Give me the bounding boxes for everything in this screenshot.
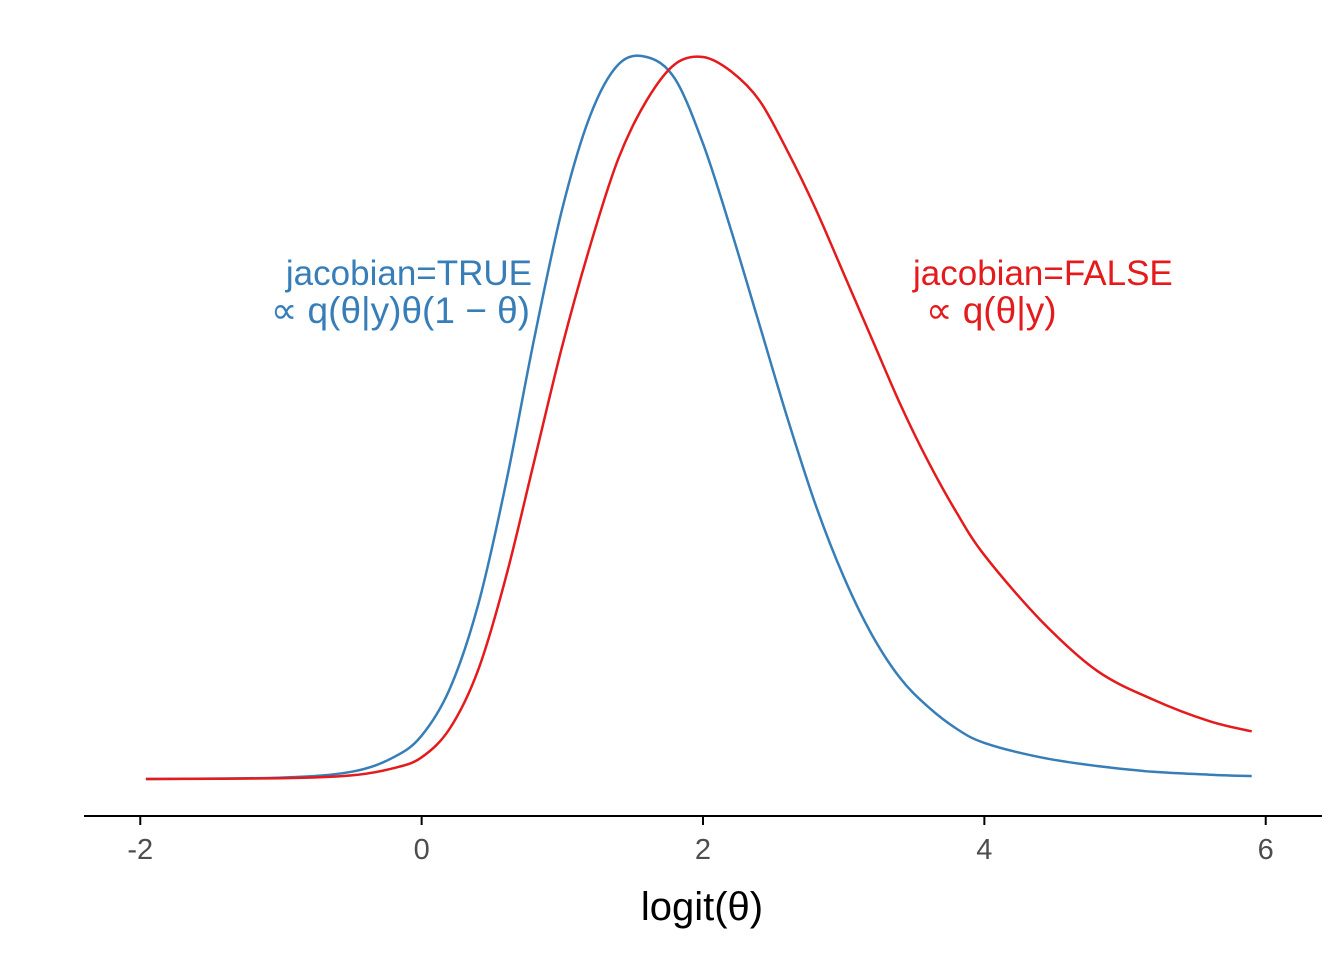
x-tick-label: 4 xyxy=(976,834,992,866)
x-tick-label: 0 xyxy=(414,834,430,866)
series-line-false xyxy=(145,55,1252,781)
plot-lines xyxy=(145,54,1252,781)
x-axis-title: logit(θ) xyxy=(641,885,763,929)
annotation-formula-true: ∝ q(θ|y)θ(1 − θ) xyxy=(271,290,530,331)
annotation-formula-false: ∝ q(θ|y) xyxy=(926,290,1057,331)
annotation-label-false: jacobian=FALSE xyxy=(912,254,1173,293)
x-tick-label: 6 xyxy=(1258,834,1274,866)
x-axis-ticks: -2 0 2 4 6 xyxy=(127,816,1274,866)
annotation-label-true: jacobian=TRUE xyxy=(285,254,532,293)
x-tick-label: 2 xyxy=(695,834,711,866)
x-tick-label: -2 xyxy=(127,834,153,866)
series-line-true xyxy=(145,54,1252,781)
annotations: jacobian=TRUE∝ q(θ|y)θ(1 − θ) jacobian=FA… xyxy=(271,254,1173,331)
